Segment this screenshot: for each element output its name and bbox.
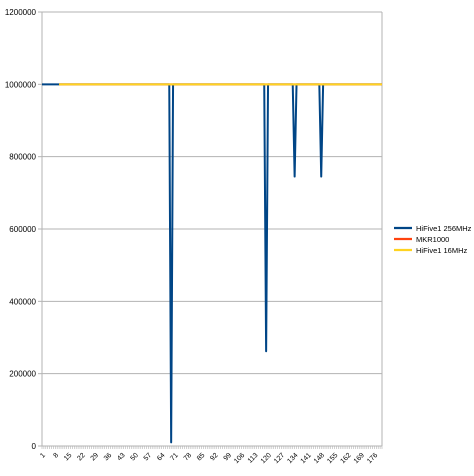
- x-tick-label: 22: [76, 452, 87, 463]
- gridlines: [42, 11, 382, 447]
- x-tick-label: 113: [247, 452, 260, 465]
- series-line: [42, 83, 382, 444]
- y-tick-label: 400000: [9, 297, 36, 306]
- x-tick-label: 148: [313, 452, 326, 465]
- x-tick-label: 162: [339, 452, 352, 465]
- x-tick-label: 78: [183, 452, 194, 463]
- legend-label: HiFive1 256MHz: [416, 224, 472, 233]
- x-tick-label: 106: [233, 452, 246, 465]
- y-tick-label: 200000: [9, 370, 36, 379]
- x-tick-label: 64: [156, 452, 167, 463]
- legend: HiFive1 256MHz MKR1000 HiFive1 16MHz: [394, 224, 472, 255]
- y-tick-label: 800000: [9, 153, 36, 162]
- y-tick-labels: 0 200000 400000 600000 800000 1000000 1200000: [5, 8, 37, 451]
- legend-label: MKR1000: [416, 235, 449, 244]
- x-tick-label: 176: [366, 452, 379, 465]
- x-tick-label: 50: [129, 452, 140, 463]
- axes: [38, 11, 383, 449]
- x-tick-label: 127: [273, 452, 286, 465]
- x-tick-label: 15: [63, 452, 74, 463]
- y-tick-label: 1000000: [5, 80, 37, 89]
- x-tick-label: 1: [39, 452, 47, 460]
- x-tick-label: 92: [209, 452, 220, 463]
- y-tick-label: 600000: [9, 225, 36, 234]
- x-tick-label: 8: [52, 452, 60, 460]
- x-tick-label: 155: [326, 452, 339, 465]
- x-tick-label: 29: [90, 452, 101, 463]
- x-tick-label: 141: [300, 452, 313, 465]
- x-tick-label: 99: [223, 452, 234, 463]
- x-tick-label: 120: [260, 452, 273, 465]
- x-tick-label: 57: [143, 452, 154, 463]
- x-tick-labels: 1 8 15 22 29 36 43 50 57 64 71 78 85 92 99 106 113 120 127…: [39, 452, 379, 465]
- y-tick-label: 0: [32, 442, 37, 451]
- x-tick-label: 71: [169, 452, 180, 463]
- legend-label: HiFive1 16MHz: [416, 246, 468, 255]
- y-tick-label: 1200000: [5, 8, 37, 17]
- x-tick-label: 36: [103, 452, 114, 463]
- x-tick-label: 134: [286, 452, 299, 465]
- x-tick-label: 85: [196, 452, 207, 463]
- series-lines: [42, 83, 382, 444]
- x-tick-label: 169: [353, 452, 366, 465]
- x-tick-label: 43: [116, 452, 127, 463]
